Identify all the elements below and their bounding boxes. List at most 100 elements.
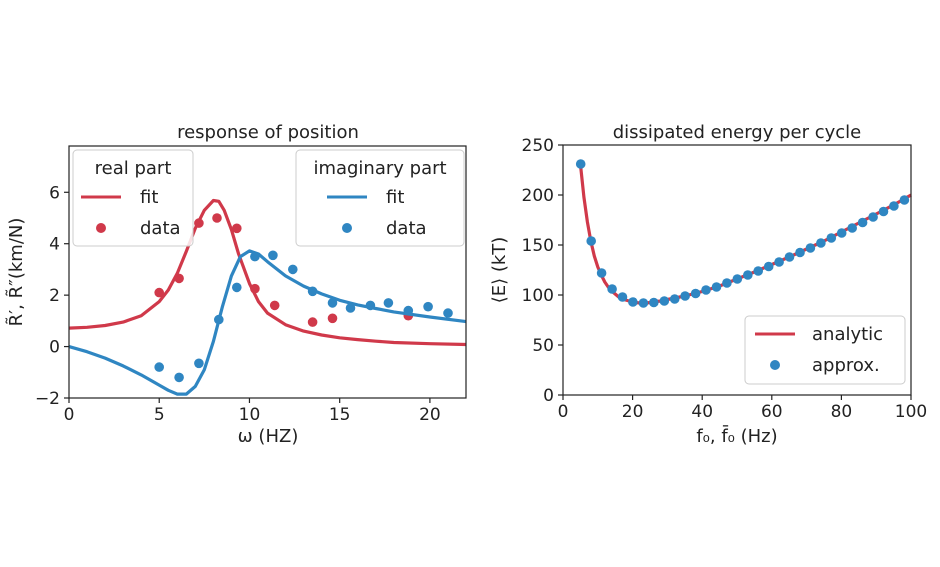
left-x-axis-label: ω (HZ) — [238, 426, 299, 447]
left-y-tick-label: 4 — [49, 235, 60, 255]
left-series-3-point — [288, 264, 298, 275]
right-series-1-point — [596, 268, 607, 278]
right-series-1-point — [732, 274, 743, 284]
legend-analytic-label: analytic — [812, 324, 883, 345]
right-y-axis-label: ⟨E⟩ (kT) — [489, 237, 510, 304]
right-y-tick-label: 200 — [522, 186, 554, 206]
left-plot-series — [68, 198, 467, 396]
left-series-3-point — [345, 303, 356, 313]
left-x-tick-label: 20 — [419, 405, 441, 425]
right-series-1-point — [575, 159, 586, 169]
left-chart-title: response of position — [177, 122, 359, 143]
legend-imag-data-swatch — [342, 223, 352, 233]
left-y-tick-label: 2 — [49, 286, 60, 306]
left-series-1-point — [174, 273, 184, 284]
right-series-1-point — [680, 291, 690, 301]
right-series-1-point — [816, 238, 826, 248]
left-series-1-point — [232, 223, 242, 234]
right-series-1-point — [878, 206, 889, 217]
legend-approx-label: approx. — [812, 355, 880, 376]
right-y-tick-label: 50 — [532, 336, 554, 356]
right-series-1-point — [889, 201, 899, 211]
right-series-1-point — [899, 195, 910, 205]
left-series-3-point — [383, 298, 394, 308]
left-series-3-point — [194, 358, 204, 369]
left-series-1-point — [154, 287, 164, 298]
right-series-1-point — [649, 297, 659, 308]
legend-real-title: real part — [95, 158, 172, 179]
right-x-tick-label: 40 — [691, 402, 713, 422]
left-x-tick-label: 5 — [154, 405, 165, 425]
legend-real-data-label: data — [140, 218, 181, 239]
left-series-3-point — [327, 298, 338, 308]
left-series-3-point — [214, 314, 224, 325]
right-series-1-point — [659, 296, 670, 306]
left-x-ticks: 0 5 10 15 20 — [64, 398, 441, 425]
right-series-1-point — [753, 266, 763, 276]
left-y-tick-label: 0 — [49, 338, 60, 358]
left-series-3-point — [365, 300, 376, 311]
right-panel: dissipated energy per cycle 0 20 40 60 80 100… — [489, 122, 927, 447]
left-series-1-point — [269, 300, 280, 311]
right-series-1-point — [722, 278, 732, 288]
left-series-1-point — [250, 283, 260, 294]
right-series-1-point — [586, 236, 596, 246]
right-x-tick-label: 0 — [558, 402, 569, 422]
right-series-1-point — [795, 247, 805, 258]
right-plot-series — [575, 159, 912, 308]
right-y-tick-label: 250 — [522, 136, 554, 156]
right-series-1-point — [607, 284, 617, 294]
legend-imag-fit-label: fit — [386, 187, 404, 208]
right-x-tick-label: 100 — [895, 402, 927, 422]
left-series-3-point — [232, 282, 242, 293]
right-x-tick-label: 80 — [831, 402, 853, 422]
right-series-1-point — [857, 217, 868, 228]
left-series-3-point — [403, 305, 414, 316]
left-series-0-line — [68, 198, 467, 347]
right-series-1-point — [784, 252, 795, 262]
right-series-1-point — [868, 212, 878, 222]
left-y-ticks: −2 0 2 4 6 — [35, 183, 69, 409]
right-y-ticks: 0 50 100 150 200 250 — [522, 136, 563, 406]
right-series-1-point — [701, 285, 711, 295]
left-series-3-point — [174, 372, 184, 383]
right-series-1-point — [617, 292, 628, 302]
left-series-1-point — [194, 218, 204, 228]
right-series-1-point — [847, 223, 857, 233]
legend-real-part: real part fit data — [72, 149, 194, 247]
right-series-1-point — [763, 261, 774, 272]
right-y-tick-label: 150 — [522, 236, 554, 256]
legend-approx-swatch — [770, 360, 780, 370]
right-y-tick-label: 0 — [543, 386, 554, 406]
left-series-1-point — [212, 213, 222, 223]
left-y-axis-label: R̃′, R̃″(km/N) — [6, 218, 27, 327]
right-series-0-line — [578, 163, 912, 305]
right-series-1-point — [774, 257, 784, 267]
legend-imag-title: imaginary part — [313, 158, 446, 179]
right-series-1-point — [628, 297, 638, 307]
right-axes-frame — [562, 144, 912, 396]
left-y-tick-label: −2 — [35, 389, 60, 409]
left-series-3-point — [268, 250, 278, 261]
left-series-3-point — [250, 251, 260, 262]
left-series-1-point — [307, 317, 318, 327]
right-x-tick-label: 20 — [622, 402, 644, 422]
legend-real-box — [72, 149, 194, 247]
left-series-3-point — [307, 286, 318, 297]
right-series-1-point — [836, 228, 847, 238]
right-series-1-point — [743, 270, 753, 280]
right-x-axis-label: f₀, f̄₀ (Hz) — [696, 425, 777, 447]
right-series-1-point — [805, 243, 816, 253]
legend-real-fit-label: fit — [140, 187, 158, 208]
left-axes-frame — [68, 145, 467, 399]
left-y-tick-label: 6 — [49, 183, 60, 203]
left-series-2-line — [68, 249, 467, 396]
left-series-3-point — [443, 308, 453, 318]
left-x-tick-label: 10 — [239, 405, 261, 425]
right-x-ticks: 0 20 40 60 80 100 — [558, 395, 927, 422]
left-series-3-point — [423, 301, 433, 312]
left-series-1-point — [327, 313, 338, 324]
legend-imaginary-part: imaginary part fit data — [295, 149, 465, 247]
left-series-3-point — [154, 362, 164, 372]
